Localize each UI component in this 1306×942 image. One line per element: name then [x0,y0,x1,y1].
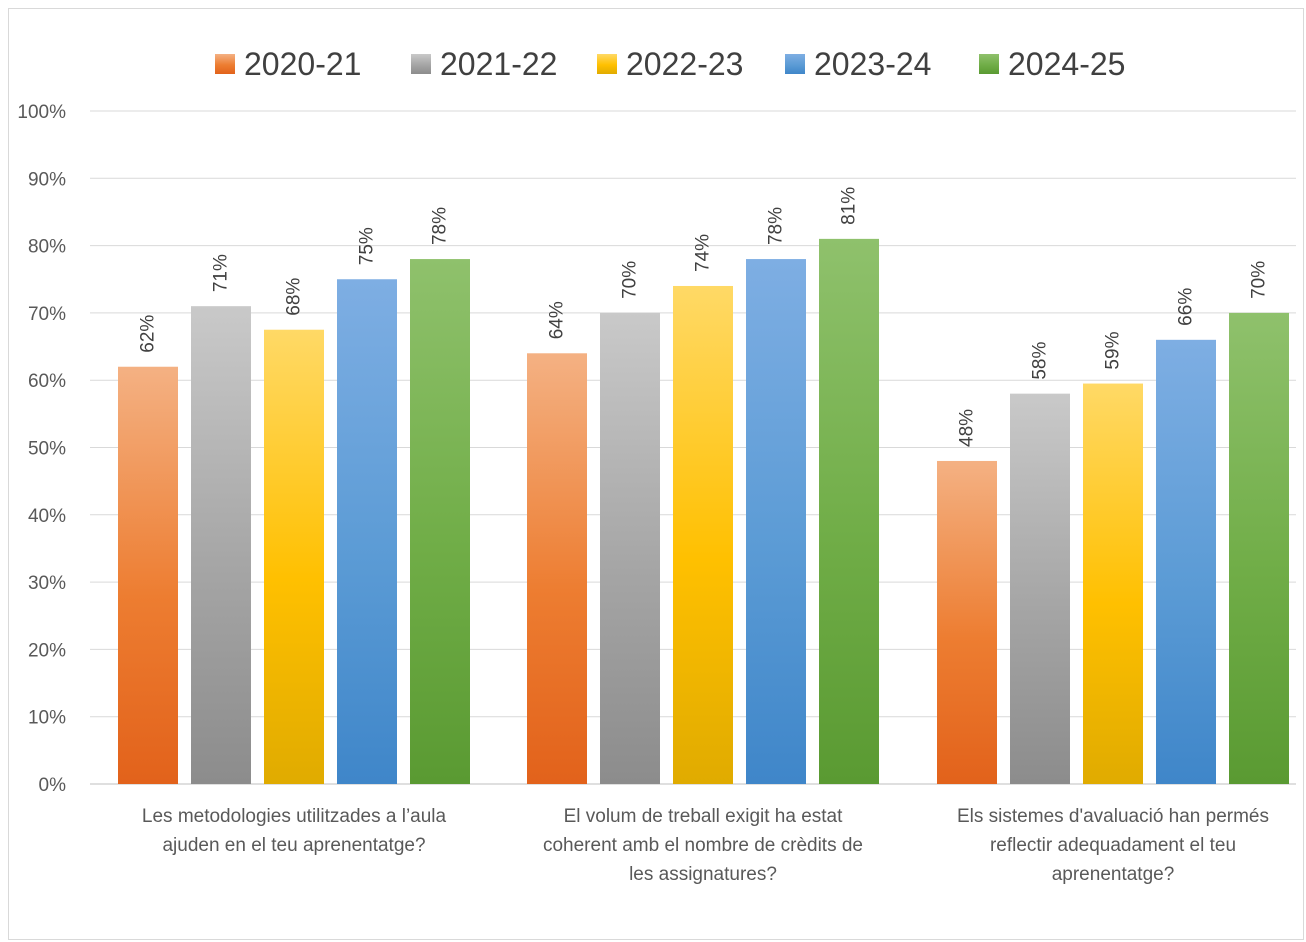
legend-swatch [215,54,235,74]
y-tick-label: 10% [28,708,66,729]
bar [191,306,251,784]
legend-label: 2020-21 [244,46,361,82]
category-labels: Les metodologies utilitzades a l’aula aju… [142,806,1269,885]
data-label: 75% [357,227,378,265]
legend-swatch [785,54,805,74]
bar [527,353,587,784]
y-tick-label: 30% [28,573,66,594]
legend-label: 2022-23 [626,46,743,82]
category-label: aprenentatge? [1052,864,1175,885]
data-labels: 62% 71% 68% 75% 78% 64% 70% 74% 78% 81% 48% 58% 59% 6… [138,187,1270,447]
y-tick-label: 70% [28,304,66,325]
bar [264,329,324,784]
category-label: ajuden en el teu aprenentatge? [162,835,425,856]
legend-label: 2023-24 [814,46,931,82]
y-tick-label: 100% [17,102,66,123]
y-tick-label: 50% [28,439,66,460]
legend-label: 2021-22 [440,46,557,82]
bar [1156,339,1216,784]
bar [118,366,178,784]
bars [118,238,1289,784]
category-label: les assignatures? [629,864,777,885]
data-label: 64% [547,301,568,339]
data-label: 70% [1249,261,1270,299]
data-label: 81% [839,187,860,225]
bar [746,259,806,784]
bar [410,259,470,784]
bar [1010,393,1070,784]
data-label: 68% [284,278,305,316]
y-tick-label: 20% [28,640,66,661]
data-label: 58% [1030,342,1051,380]
category-label: coherent amb el nombre de crèdits de [543,835,863,856]
data-label: 78% [430,207,451,245]
legend-swatch [979,54,999,74]
y-tick-label: 90% [28,169,66,190]
category-label: Els sistemes d'avaluació han permés [957,806,1269,827]
bar [819,238,879,784]
bar [937,460,997,784]
bar [337,279,397,784]
y-tick-label: 80% [28,237,66,258]
data-label: 74% [693,234,714,272]
bar [673,285,733,784]
legend: 2020-21 2021-22 2022-23 2023-24 2024-25 [215,46,1125,82]
bar [1229,312,1289,784]
bar [600,312,660,784]
y-axis-ticks: 0% 10% 20% 30% 40% 50% 60% 70% 80% 90% 100% [17,102,66,796]
legend-label: 2024-25 [1008,46,1125,82]
data-label: 59% [1103,331,1124,369]
data-label: 48% [957,409,978,447]
legend-swatch [597,54,617,74]
data-label: 62% [138,315,159,353]
category-label: El volum de treball exigit ha estat [564,806,844,827]
data-label: 71% [211,254,232,292]
legend-swatch [411,54,431,74]
data-label: 66% [1176,288,1197,326]
bar [1083,383,1143,784]
data-label: 78% [766,207,787,245]
y-tick-label: 60% [28,371,66,392]
category-label: Les metodologies utilitzades a l’aula [142,806,447,827]
y-tick-label: 40% [28,506,66,527]
data-label: 70% [620,261,641,299]
category-label: reflectir adequadament el teu [990,835,1236,856]
y-tick-label: 0% [39,775,67,796]
